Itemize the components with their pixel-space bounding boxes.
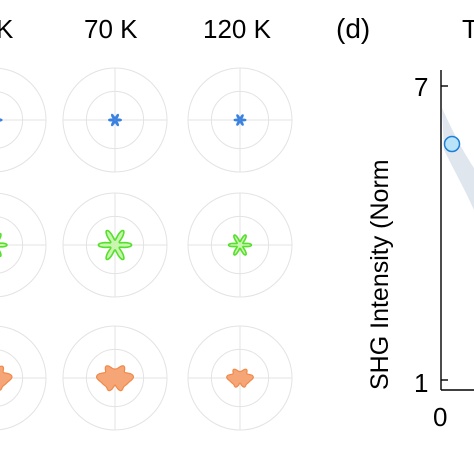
shg-plot: 7 1 0 SHG Intensity (Norm	[366, 70, 474, 432]
temp-label-3: 120 K	[203, 14, 272, 44]
polar-pattern-row1-col2	[108, 113, 122, 127]
y-tick-label-1: 1	[414, 368, 428, 398]
polar-pattern-row3-col1	[0, 365, 13, 391]
uncertainty-band	[442, 108, 474, 210]
polar-pattern-row2-col3	[227, 234, 253, 256]
polar-pattern-row1-col3	[233, 114, 247, 126]
polar-pattern-row2-col2	[97, 229, 133, 261]
polar-pattern-row1-col1	[0, 118, 3, 122]
polar-pattern-row3-col2	[96, 365, 134, 392]
panel-label: (d)	[336, 13, 370, 44]
polar-pattern-row3-col3	[226, 368, 254, 388]
y-tick-label-7: 7	[414, 72, 428, 102]
data-point	[443, 135, 461, 153]
y-axis-label: SHG Intensity (Norm	[366, 159, 394, 390]
temp-label-2: 70 K	[84, 14, 138, 44]
x-tick-label-0: 0	[433, 402, 447, 432]
polar-panels	[0, 67, 293, 431]
polar-pattern-row2-col1	[0, 232, 8, 258]
temp-label-1: K	[0, 14, 14, 44]
top-right-fragment: T	[462, 14, 474, 44]
